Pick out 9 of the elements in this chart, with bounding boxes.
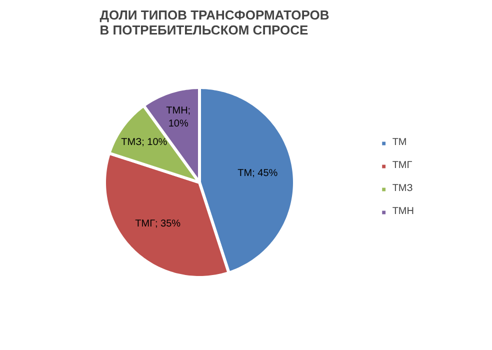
data-label: ТМЗ; 10%: [121, 136, 168, 148]
chart-title: ДОЛИ ТИПОВ ТРАНСФОРМАТОРОВ В ПОТРЕБИТЕЛЬСКОМ СПРОСЕ: [100, 8, 330, 38]
legend-label: ТМ: [392, 137, 408, 148]
legend-label: ТМН: [392, 206, 414, 217]
data-label: ТМН; 10%: [166, 105, 191, 130]
data-label: ТМГ; 35%: [135, 218, 181, 230]
legend-label: ТМГ: [392, 160, 412, 171]
legend-label: ТМЗ: [392, 183, 413, 194]
data-label: ТМ; 45%: [238, 168, 278, 179]
